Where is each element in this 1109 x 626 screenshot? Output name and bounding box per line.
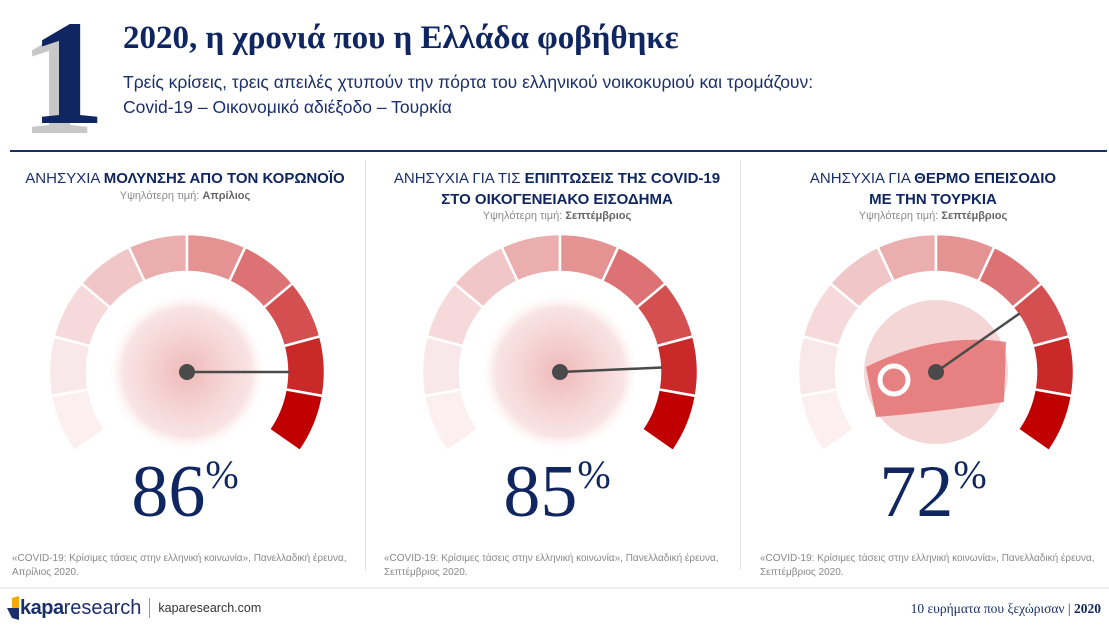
logo-kapa: kapa: [20, 596, 64, 619]
peak-label: Υψηλότερη τιμή:: [119, 190, 203, 202]
gauge-segment: [282, 334, 327, 398]
logo-research: research: [63, 596, 142, 619]
source-line-2: Σεπτέμβριος 2020.: [384, 567, 468, 578]
heading-line-2: ΣΤΟ ΟΙΚΟΓΕΝΕΙΑΚΟ ΕΙΣΟΔΗΜΑ: [441, 191, 673, 208]
logo-mark-icon: [7, 596, 19, 620]
gauge-chart: [796, 232, 1076, 453]
peak-month: Υψηλότερη τιμή: Σεπτέμβριος: [372, 210, 742, 222]
page-title: 2020, η χρονιά που η Ελλάδα φοβήθηκε: [123, 20, 679, 56]
gauge: [410, 230, 710, 470]
percent-sign: %: [577, 452, 611, 497]
big-number: 1: [30, 0, 105, 156]
footer-caption-text: 10 ευρήματα που ξεχώρισαν |: [910, 601, 1074, 616]
subtitle-line-1: Τρείς κρίσεις, τρεις απειλές χτυπούν την…: [123, 72, 814, 92]
panel-heading: ΑΝΗΣΥΧΙΑ ΓΙΑ ΤΙΣ ΕΠΙΠΤΩΣΕΙΣ ΤΗΣ COVID-19…: [372, 168, 742, 210]
peak-month: Υψηλότερη τιμή: Απρίλιος: [0, 190, 370, 202]
gauge-segment: [1031, 334, 1076, 398]
gauge-segment: [422, 387, 480, 453]
gauge-segment: [1016, 387, 1074, 453]
gauge-needle-hub: [928, 364, 944, 380]
heading-plain: ΑΝΗΣΥΧΙΑ ΓΙΑ ΤΙΣ: [393, 170, 525, 187]
gauge-chart: [47, 232, 327, 453]
header-divider: [10, 150, 1107, 152]
heading-line-2: ΜΕ ΤΗΝ ΤΟΥΡΚΙΑ: [869, 191, 997, 208]
source-note: «COVID-19: Κρίσιμες τάσεις στην ελληνική…: [12, 552, 347, 580]
gauge-needle-hub: [552, 364, 568, 380]
source-line-1: «COVID-19: Κρίσιμες τάσεις στην ελληνική…: [760, 553, 1095, 564]
source-line-1: «COVID-19: Κρίσιμες τάσεις στην ελληνική…: [12, 553, 347, 564]
panel-heading: ΑΝΗΣΥΧΙΑ ΜΟΛΥΝΣΗΣ ΑΠΟ ΤΟΝ ΚΟΡΩΝΟΪΟ: [0, 168, 370, 189]
peak-value: Απρίλιος: [202, 190, 251, 202]
percentage-number: 72: [879, 451, 954, 533]
heading-bold: ΘΕΡΜΟ ΕΠΕΙΣΟΔΙΟ: [914, 170, 1057, 187]
gauge-needle-hub: [179, 364, 195, 380]
subtitle-line-2: Covid-19 – Οικονομικό αδιέξοδο – Τουρκία: [123, 97, 452, 117]
peak-value: Σεπτέμβριος: [565, 210, 632, 222]
percentage-value: 85%: [372, 450, 742, 535]
gauge-segment: [798, 387, 856, 453]
gauge: [786, 230, 1086, 470]
panel-heading: ΑΝΗΣΥΧΙΑ ΓΙΑ ΘΕΡΜΟ ΕΠΕΙΣΟΔΙΟ ΜΕ ΤΗΝ ΤΟΥΡΚ…: [748, 168, 1109, 210]
column-divider: [365, 160, 366, 570]
gauge-segment: [640, 387, 698, 453]
kapa-research-logo: kapa research kaparesearch.com: [6, 596, 261, 620]
panel-2: ΑΝΗΣΥΧΙΑ ΓΙΑ ΤΙΣ ΕΠΙΠΤΩΣΕΙΣ ΤΗΣ COVID-19…: [372, 160, 742, 580]
percentage-number: 85: [503, 451, 578, 533]
gauge-needle: [559, 366, 662, 374]
peak-month: Υψηλότερη τιμή: Σεπτέμβριος: [748, 210, 1109, 222]
source-line-1: «COVID-19: Κρίσιμες τάσεις στην ελληνική…: [384, 553, 719, 564]
gauge-segment: [267, 387, 325, 453]
footer-divider: [0, 587, 1109, 589]
peak-label: Υψηλότερη τιμή:: [482, 210, 566, 222]
gauge-chart: [420, 232, 700, 453]
gauge-segment: [49, 387, 107, 453]
column-divider: [740, 160, 741, 570]
page-subtitle: Τρείς κρίσεις, τρεις απειλές χτυπούν την…: [123, 70, 813, 120]
source-line-2: Σεπτέμβριος 2020.: [760, 567, 844, 578]
heading-bold: ΜΟΛΥΝΣΗΣ ΑΠΟ ΤΟΝ ΚΟΡΩΝΟΪΟ: [103, 170, 345, 187]
footer-caption: 10 ευρήματα που ξεχώρισαν | 2020: [911, 601, 1101, 617]
peak-label: Υψηλότερη τιμή:: [858, 210, 942, 222]
footer-year: 2020: [1074, 601, 1101, 616]
gauge-needle: [935, 312, 1021, 374]
peak-value: Σεπτέμβριος: [941, 210, 1008, 222]
logo-separator: [149, 598, 151, 618]
source-line-2: Απρίλιος 2020.: [12, 567, 79, 578]
percentage-value: 72%: [748, 450, 1109, 535]
gauge-segment: [655, 334, 700, 398]
panel-3: ΑΝΗΣΥΧΙΑ ΓΙΑ ΘΕΡΜΟ ΕΠΕΙΣΟΔΙΟ ΜΕ ΤΗΝ ΤΟΥΡΚ…: [748, 160, 1109, 580]
heading-plain: ΑΝΗΣΥΧΙΑ: [25, 170, 104, 187]
gauge: [37, 230, 337, 470]
panel-1: ΑΝΗΣΥΧΙΑ ΜΟΛΥΝΣΗΣ ΑΠΟ ΤΟΝ ΚΟΡΩΝΟΪΟ Υψηλό…: [0, 160, 370, 580]
source-note: «COVID-19: Κρίσιμες τάσεις στην ελληνική…: [384, 552, 719, 580]
source-note: «COVID-19: Κρίσιμες τάσεις στην ελληνική…: [760, 552, 1095, 580]
website-link[interactable]: kaparesearch.com: [158, 601, 262, 615]
percentage-number: 86: [131, 451, 206, 533]
percentage-value: 86%: [0, 450, 370, 535]
crescent-icon: [877, 363, 911, 397]
percent-sign: %: [205, 452, 239, 497]
heading-plain: ΑΝΗΣΥΧΙΑ ΓΙΑ: [809, 170, 915, 187]
percent-sign: %: [953, 452, 987, 497]
heading-bold: ΕΠΙΠΤΩΣΕΙΣ ΤΗΣ COVID-19: [524, 170, 721, 187]
